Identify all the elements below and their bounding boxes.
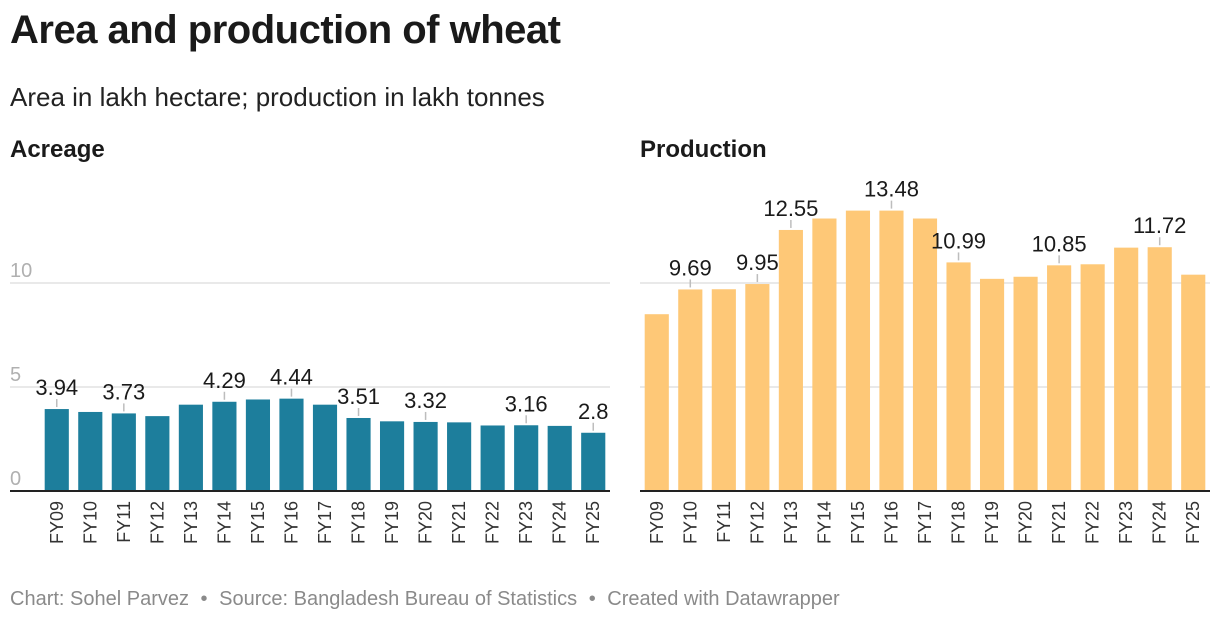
y-tick-label: 0 <box>10 468 21 490</box>
bar <box>912 218 938 491</box>
data-label: 10.85 <box>1032 231 1087 256</box>
x-tick-label: FY22 <box>1083 501 1103 544</box>
data-label: 3.16 <box>505 391 548 416</box>
x-tick-label: FY23 <box>516 501 536 544</box>
data-label: 3.73 <box>102 379 145 404</box>
bar <box>845 210 871 491</box>
data-label: 11.72 <box>1133 213 1186 238</box>
bar <box>44 409 69 491</box>
bar <box>78 411 103 491</box>
x-tick-label: FY25 <box>583 501 603 544</box>
bar <box>1114 247 1139 491</box>
bar <box>178 404 203 491</box>
x-tick-label: FY19 <box>982 501 1002 544</box>
x-tick-label: FY10 <box>680 501 700 544</box>
footer-chart-credit: Chart: Sohel Parvez <box>10 588 189 610</box>
data-label: 4.29 <box>203 368 246 393</box>
data-label: 10.99 <box>931 228 986 253</box>
x-tick-label: FY13 <box>781 501 801 544</box>
bar <box>279 398 304 491</box>
bar <box>711 289 736 491</box>
data-label: 12.55 <box>763 196 818 221</box>
x-tick-label: FY16 <box>881 501 901 544</box>
footer-separator: • <box>588 588 596 610</box>
x-tick-label: FY15 <box>248 501 268 544</box>
bar <box>581 432 606 491</box>
data-label: 9.69 <box>669 255 712 280</box>
bar <box>1181 274 1206 491</box>
x-tick-label: FY12 <box>747 501 767 544</box>
footer-created-with: Created with Datawrapper <box>607 588 840 610</box>
bar <box>379 421 405 491</box>
x-tick-label: FY13 <box>181 501 201 544</box>
x-tick-label: FY16 <box>281 501 301 544</box>
data-label: 13.48 <box>864 177 919 202</box>
x-tick-label: FY14 <box>214 501 234 544</box>
production-panel-title: Production <box>640 136 767 163</box>
footer-source: Source: Bangladesh Bureau of Statistics <box>219 588 578 610</box>
bar <box>447 422 472 491</box>
x-tick-label: FY18 <box>349 501 369 544</box>
acreage-panel-title: Acreage <box>10 136 105 163</box>
footer-separator: • <box>200 588 208 610</box>
x-tick-label: FY15 <box>848 501 868 544</box>
x-tick-label: FY20 <box>416 501 436 544</box>
bar <box>812 218 837 491</box>
x-tick-label: FY09 <box>47 501 67 544</box>
y-tick-label: 5 <box>10 364 21 386</box>
x-tick-label: FY19 <box>382 501 402 544</box>
x-tick-label: FY17 <box>915 501 935 544</box>
bar <box>778 229 803 491</box>
data-label: 3.94 <box>35 375 78 400</box>
chart-footer: Chart: Sohel Parvez • Source: Bangladesh… <box>10 588 840 611</box>
data-label: 2.8 <box>578 399 609 424</box>
x-tick-label: FY17 <box>315 501 335 544</box>
bar <box>1013 276 1038 491</box>
bar <box>514 425 539 491</box>
x-tick-label: FY11 <box>714 501 734 543</box>
chart-subtitle: Area in lakh hectare; production in lakh… <box>10 82 545 112</box>
bar <box>946 262 971 491</box>
y-tick-label: 10 <box>10 260 32 282</box>
x-tick-label: FY21 <box>449 501 469 544</box>
acreage-bar-chart: 0 5 10 FY09 3.94 FY10 FY11 3.73 FY12 FY13 FY14 4.29… <box>10 260 610 544</box>
bar <box>547 425 572 491</box>
data-label: 4.44 <box>270 365 313 390</box>
bar <box>245 399 271 491</box>
x-tick-label: FY21 <box>1049 501 1069 544</box>
chart-title: Area and production of wheat <box>10 8 561 52</box>
bar <box>644 314 669 491</box>
x-tick-label: FY09 <box>647 501 667 544</box>
bar <box>111 413 136 491</box>
bar <box>312 404 338 491</box>
bar <box>212 401 237 491</box>
x-tick-label: FY22 <box>483 501 503 544</box>
bar <box>879 210 904 491</box>
bar <box>1047 265 1072 491</box>
x-tick-label: FY10 <box>80 501 100 544</box>
x-tick-label: FY20 <box>1016 501 1036 544</box>
x-tick-label: FY11 <box>114 501 134 543</box>
production-bar-chart: FY09 FY10 9.69 FY11 FY12 9.95 FY13 12.55 FY14 FY1… <box>640 177 1210 544</box>
bar <box>346 417 371 491</box>
data-label: 3.32 <box>404 388 447 413</box>
bar <box>1080 264 1105 491</box>
x-tick-label: FY24 <box>550 501 570 544</box>
x-tick-label: FY14 <box>814 501 834 544</box>
bar <box>745 284 770 491</box>
x-tick-label: FY12 <box>147 501 167 544</box>
bar <box>480 425 505 491</box>
bar <box>678 289 703 491</box>
x-tick-label: FY24 <box>1150 501 1170 544</box>
bar <box>413 421 438 491</box>
data-label: 9.95 <box>736 250 779 275</box>
data-label: 3.51 <box>337 384 380 409</box>
x-tick-label: FY23 <box>1116 501 1136 544</box>
x-tick-label: FY25 <box>1183 501 1203 544</box>
bar <box>979 278 1005 491</box>
bar <box>145 416 170 491</box>
bar <box>1147 247 1172 491</box>
x-tick-label: FY18 <box>949 501 969 544</box>
